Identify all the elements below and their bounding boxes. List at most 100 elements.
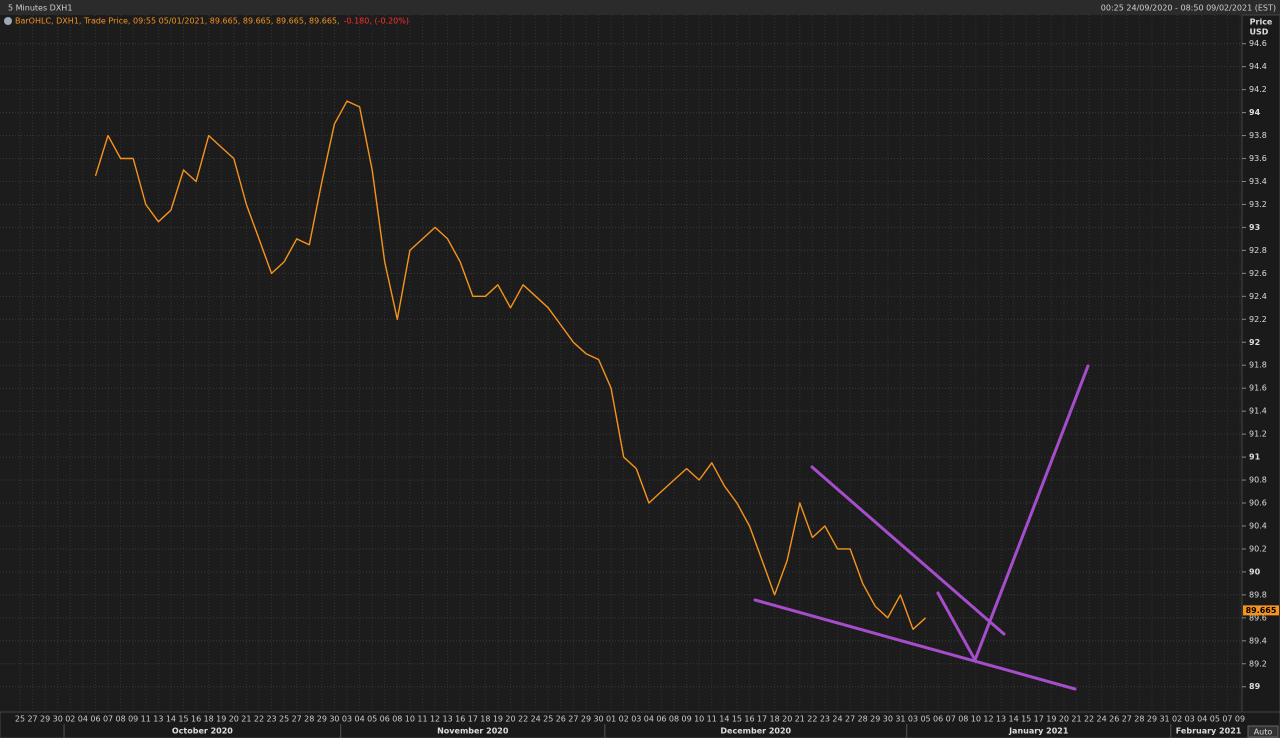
y-tick-label: 92.8 xyxy=(1249,246,1267,255)
x-tick-label: 30 xyxy=(329,715,339,724)
x-tick-label: 20 xyxy=(1059,715,1069,724)
x-tick-label: 28 xyxy=(304,715,314,724)
x-tick-label: 12 xyxy=(983,715,993,724)
auto-button-box[interactable] xyxy=(1247,725,1279,738)
header-left: 5 Minutes DXH1 xyxy=(8,4,72,13)
trend-annotations xyxy=(753,364,1090,691)
price-axis xyxy=(1241,14,1280,713)
x-tick-label: 25 xyxy=(279,715,289,724)
x-tick-label: 15 xyxy=(1021,715,1031,724)
x-tick-label: 12 xyxy=(430,715,440,724)
x-tick-label: 27 xyxy=(1122,715,1132,724)
x-tick-label: 27 xyxy=(27,715,37,724)
x-tick-label: 06 xyxy=(656,715,666,724)
x-tick-label: 06 xyxy=(380,715,390,724)
title-bar xyxy=(0,0,1280,15)
y-tick-label: 92.4 xyxy=(1249,292,1267,301)
last-price-label: 89.665 xyxy=(1246,606,1277,615)
y-tick-label: 90 xyxy=(1249,567,1261,576)
x-tick-label: 20 xyxy=(505,715,515,724)
x-tick-label: 19 xyxy=(1046,715,1056,724)
x-tick-label: 11 xyxy=(707,715,717,724)
y-tick-label: 90.6 xyxy=(1249,499,1267,508)
y-tick-label: 89.8 xyxy=(1249,590,1267,599)
x-tick-label: 11 xyxy=(417,715,427,724)
x-tick-label: 28 xyxy=(1134,715,1144,724)
x-tick-label: 10 xyxy=(694,715,704,724)
x-tick-label: 13 xyxy=(153,715,163,724)
x-tick-label: 28 xyxy=(858,715,868,724)
x-tick-label: 22 xyxy=(1084,715,1094,724)
y-tick-label: 91.2 xyxy=(1249,430,1267,439)
y-tick-label: 93.2 xyxy=(1249,200,1267,209)
x-tick-label: 11 xyxy=(141,715,151,724)
x-tick-label: 05 xyxy=(1210,715,1220,724)
x-tick-label: 08 xyxy=(392,715,402,724)
x-tick-label: 09 xyxy=(682,715,692,724)
x-tick-label: 17 xyxy=(468,715,478,724)
x-tick-label: 30 xyxy=(883,715,893,724)
grid xyxy=(0,15,1242,712)
x-tick-label: 29 xyxy=(581,715,591,724)
y-tick-label: 91.4 xyxy=(1249,407,1267,416)
x-tick-label: 02 xyxy=(65,715,75,724)
x-tick-label: 16 xyxy=(191,715,201,724)
header-right: 00:25 24/09/2020 - 08:50 09/02/2021 (EST… xyxy=(1101,4,1276,13)
last-price-box xyxy=(1243,605,1279,616)
x-tick-label: 31 xyxy=(1159,715,1169,724)
x-tick-label: 22 xyxy=(518,715,528,724)
y-tick-label: 93.8 xyxy=(1249,131,1267,140)
axis-unit: USD xyxy=(1250,28,1269,37)
x-tick-label: 01 xyxy=(606,715,616,724)
x-tick-label: 05 xyxy=(920,715,930,724)
y-tick-label: 94.6 xyxy=(1249,39,1267,48)
x-tick-label: 27 xyxy=(568,715,578,724)
x-tick-label: 29 xyxy=(317,715,327,724)
x-tick-label: 07 xyxy=(1222,715,1232,724)
x-tick-label: 31 xyxy=(895,715,905,724)
x-tick-label: 06 xyxy=(933,715,943,724)
y-tick-label: 90.8 xyxy=(1249,476,1267,485)
auto-button[interactable]: Auto xyxy=(1247,725,1279,738)
x-tick-label: 15 xyxy=(732,715,742,724)
y-tick-label: 94 xyxy=(1249,108,1261,117)
x-tick-label: 20 xyxy=(782,715,792,724)
y-tick-label: 92.6 xyxy=(1249,269,1267,278)
resistance-line xyxy=(810,465,1006,636)
x-tick-label: 21 xyxy=(1071,715,1081,724)
x-tick-label: 03 xyxy=(1185,715,1195,724)
y-tick-label: 90.4 xyxy=(1249,521,1267,530)
y-tick-label: 89.4 xyxy=(1249,636,1267,645)
x-tick-label: 29 xyxy=(1147,715,1157,724)
marks xyxy=(94,100,927,630)
x-tick-label: 04 xyxy=(354,715,364,724)
auto-button-label[interactable]: Auto xyxy=(1254,728,1273,737)
y-tick-label: 91.6 xyxy=(1249,384,1267,393)
x-tick-label: 14 xyxy=(719,715,729,724)
y-tick-label: 94.2 xyxy=(1249,85,1267,94)
x-tick-label: 09 xyxy=(1235,715,1245,724)
x-tick-label: 24 xyxy=(531,715,541,724)
plot-area xyxy=(0,15,1242,712)
x-tick-label: 17 xyxy=(757,715,767,724)
support-line xyxy=(753,598,1077,691)
x-tick-label: 09 xyxy=(128,715,138,724)
x-tick-label: 30 xyxy=(53,715,63,724)
y-tick-label: 89.6 xyxy=(1249,613,1267,622)
period-label: December 2020 xyxy=(720,727,791,736)
x-tick-label: 24 xyxy=(832,715,842,724)
x-tick-label: 14 xyxy=(1009,715,1019,724)
x-tick-label: 16 xyxy=(744,715,754,724)
x-tick-label: 16 xyxy=(455,715,465,724)
x-tick-label: 13 xyxy=(443,715,453,724)
x-tick-label: 22 xyxy=(807,715,817,724)
x-tick-label: 19 xyxy=(493,715,503,724)
x-tick-label: 29 xyxy=(870,715,880,724)
x-tick-label: 10 xyxy=(405,715,415,724)
y-tick-label: 92 xyxy=(1249,338,1260,347)
y-tick-label: 94.4 xyxy=(1249,62,1267,71)
x-tick-label: 22 xyxy=(254,715,264,724)
y-tick-label: 89 xyxy=(1249,682,1261,691)
y-tick-label: 92.2 xyxy=(1249,315,1267,324)
x-tick-label: 03 xyxy=(908,715,918,724)
